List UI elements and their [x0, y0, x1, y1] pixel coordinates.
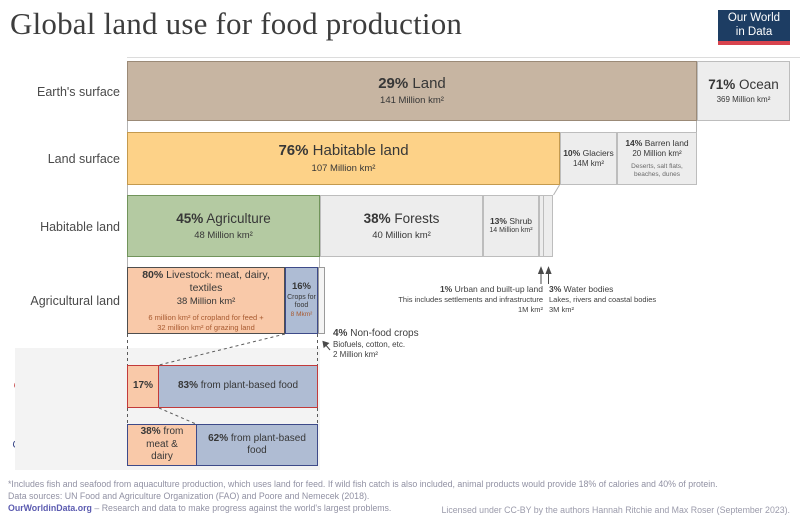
segment-crops-for-food: 16% Crops for food 8 Mkm² [285, 267, 318, 334]
segment-agriculture-title: 45% Agriculture [176, 210, 271, 226]
segment-livestock: 80% Livestock: meat, dairy, textiles 38 … [127, 267, 285, 334]
calorie-meat-pct: 17% [132, 380, 153, 392]
segment-livestock-area: 38 Million km² [176, 295, 236, 307]
row-label-habitable-land: Habitable land [40, 220, 120, 234]
annotation-water-title: 3% Water bodies [549, 284, 614, 294]
segment-agriculture: 45% Agriculture 48 Million km² [127, 195, 320, 257]
owid-logo[interactable]: Our World in Data [718, 10, 790, 45]
footer-tagline: – Research and data to make progress aga… [94, 503, 392, 513]
segment-crops-area: 8 Mkm² [290, 311, 313, 319]
segment-land-title: 29% Land [378, 74, 446, 92]
row-label-earth-surface: Earth's surface [37, 85, 120, 99]
annotation-urban-line3: 1M km² [518, 304, 543, 314]
segment-shrub-area: 14 Million km² [489, 227, 533, 235]
top-divider [127, 57, 800, 58]
segment-barren-area: 20 Million km² [632, 148, 682, 158]
segment-forests-title: 38% Forests [363, 210, 440, 226]
calorie-meat-segment: 17% [128, 366, 159, 407]
segment-barren-title: 14% Barren land [625, 137, 689, 148]
annotation-nonfood-title: 4% Non-food crops [333, 328, 419, 339]
segment-forests: 38% Forests 40 Million km² [320, 195, 483, 257]
segment-glaciers: 10% Glaciers 14M km² [560, 132, 617, 185]
annotation-nonfood-line3: 2 Million km² [333, 350, 378, 360]
segment-ocean-area: 369 Million km² [716, 94, 771, 104]
segment-forests-area: 40 Million km² [372, 229, 431, 241]
segment-livestock-note: 6 million km² of cropland for feed + 32 … [148, 312, 264, 332]
segment-ocean: 71% Ocean 369 Million km² [697, 61, 790, 121]
segment-agriculture-area: 48 Million km² [194, 229, 253, 241]
segment-livestock-title: 80% Livestock: meat, dairy, textiles [142, 268, 270, 294]
segment-shrub-title: 13% Shrub [489, 216, 533, 227]
protein-meat-segment: 38% from meat & dairy [128, 425, 197, 465]
protein-meat-label: 38% from meat & dairy [140, 426, 184, 463]
chart-title: Global land use for food production [10, 6, 463, 41]
segment-shrub: 13% Shrub 14 Million km² [483, 195, 539, 257]
segment-glaciers-area: 14M km² [572, 159, 605, 169]
annotation-nonfood-line2: Biofuels, cotton, etc. [333, 340, 406, 349]
calorie-plant-segment: 83% from plant-based food [159, 366, 317, 407]
annotation-urban: 1% Urban and built-up land This includes… [398, 284, 543, 315]
owid-site-link[interactable]: OurWorldinData.org [8, 503, 92, 513]
annotation-nonfood-crops: 4% Non-food crops Biofuels, cotton, etc.… [333, 327, 419, 361]
segment-crops-pct: 16% [291, 281, 311, 293]
annotation-urban-line2: This includes settlements and infrastruc… [398, 295, 543, 305]
footer-site-line: OurWorldinData.org – Research and data t… [8, 503, 391, 513]
segment-barren-note: Deserts, salt flats, beaches, dunes [631, 162, 683, 179]
protein-plant-label: 62% from plant-based food [208, 432, 306, 457]
segment-land: 29% Land 141 Million km² [127, 61, 697, 121]
segment-barren-land: 14% Barren land 20 Million km² Deserts, … [617, 132, 697, 185]
calorie-supply-bar: 17% 83% from plant-based food [127, 365, 318, 408]
calorie-plant-label: 83% from plant-based food [177, 380, 299, 392]
row-label-agricultural-land: Agricultural land [30, 294, 120, 308]
protein-plant-segment: 62% from plant-based food [197, 425, 317, 465]
owid-logo-line2: in Data [735, 25, 773, 38]
data-sources-text: Data sources: UN Food and Agriculture Or… [8, 491, 370, 501]
footnote-text: *Includes fish and seafood from aquacult… [8, 479, 718, 489]
protein-supply-bar: 38% from meat & dairy 62% from plant-bas… [127, 424, 318, 466]
annotation-water-line3: 3M km² [549, 304, 574, 314]
annotation-water-line2: Lakes, rivers and coastal bodies [549, 295, 657, 305]
segment-crops-title: Crops for food [287, 294, 316, 310]
segment-habitable-area: 107 Million km² [311, 162, 376, 174]
segment-habitable-title: 76% Habitable land [278, 142, 409, 160]
segment-ocean-title: 71% Ocean [708, 77, 779, 93]
segment-land-area: 141 Million km² [380, 95, 444, 107]
annotation-water: 3% Water bodies Lakes, rivers and coasta… [549, 284, 656, 315]
segment-glaciers-title: 10% Glaciers [563, 147, 614, 158]
row-label-land-surface: Land surface [47, 152, 120, 166]
license-text: Licensed under CC-BY by the authors Hann… [441, 505, 790, 515]
segment-water-sliver [543, 195, 553, 257]
segment-habitable-land: 76% Habitable land 107 Million km² [127, 132, 560, 185]
owid-logo-line1: Our World [727, 11, 781, 24]
segment-nonfood-crops-sliver [318, 267, 325, 334]
annotation-urban-title: 1% Urban and built-up land [439, 284, 543, 294]
